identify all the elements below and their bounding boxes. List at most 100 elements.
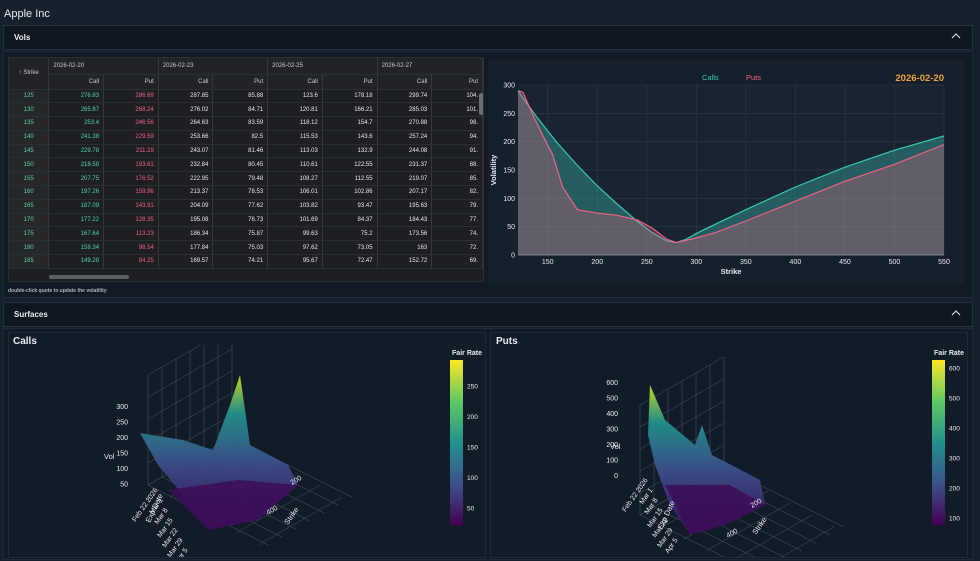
call-vol-cell[interactable]: 253.4 <box>48 116 105 131</box>
put-vol-cell[interactable]: 286.69 <box>103 89 159 104</box>
call-vol-cell[interactable]: 158.34 <box>48 240 105 256</box>
call-vol-cell[interactable]: 163 <box>377 240 433 256</box>
chevron-up-icon[interactable] <box>950 307 962 319</box>
call-vol-cell[interactable]: 103.82 <box>267 199 323 214</box>
put-vol-cell[interactable]: 76.73 <box>212 213 269 228</box>
put-vol-cell[interactable]: 132.9 <box>322 144 378 159</box>
table-row[interactable]: 150 218.58 193.61 232.84 80.45 110.61 122.55 23… <box>9 157 483 173</box>
put-vol-cell[interactable]: 193.61 <box>103 157 159 173</box>
call-vol-cell[interactable]: 232.84 <box>158 157 214 173</box>
call-vol-cell[interactable]: 195.63 <box>377 199 433 214</box>
call-vol-cell[interactable]: 207.17 <box>377 185 433 200</box>
call-vol-cell[interactable]: 287.85 <box>158 89 214 104</box>
vols-section-header[interactable]: Vols <box>3 25 973 50</box>
put-vol-cell[interactable]: 75.03 <box>212 240 269 256</box>
put-vol-cell[interactable]: 143.6 <box>322 130 378 145</box>
put-vol-cell[interactable]: 82. <box>431 185 483 200</box>
call-vol-cell[interactable]: 120.81 <box>267 102 323 118</box>
put-vol-cell[interactable]: 84.37 <box>322 213 378 228</box>
call-vol-cell[interactable]: 219.07 <box>377 171 433 187</box>
horizontal-scrollbar[interactable] <box>49 275 129 279</box>
put-vol-cell[interactable]: 113.23 <box>103 226 159 242</box>
put-vol-cell[interactable]: 112.55 <box>322 171 378 187</box>
put-vol-cell[interactable]: 128.35 <box>103 213 159 228</box>
put-vol-cell[interactable]: 178.18 <box>322 89 378 104</box>
call-vol-cell[interactable]: 99.63 <box>267 226 323 242</box>
put-vol-cell[interactable]: 94. <box>431 130 483 145</box>
put-vol-cell[interactable]: 73.05 <box>322 240 378 256</box>
call-vol-cell[interactable]: 222.95 <box>158 171 214 187</box>
put-vol-cell[interactable]: 69. <box>431 254 483 269</box>
put-vol-cell[interactable]: 229.59 <box>103 130 159 145</box>
put-vol-cell[interactable]: 98. <box>431 116 483 131</box>
put-vol-cell[interactable]: 77.62 <box>212 199 269 214</box>
put-vol-cell[interactable]: 72.47 <box>322 254 378 269</box>
put-vol-cell[interactable]: 143.91 <box>103 199 159 214</box>
table-row[interactable]: 185 149.28 84.25 169.57 74.21 95.67 72.47 152.7… <box>9 254 483 269</box>
call-vol-cell[interactable]: 149.28 <box>48 254 105 269</box>
put-vol-cell[interactable]: 79. <box>431 199 483 214</box>
put-vol-cell[interactable]: 154.7 <box>322 116 378 131</box>
table-row[interactable]: 175 167.64 113.23 186.34 75.87 99.63 75.2 173.5… <box>9 226 483 242</box>
call-vol-cell[interactable]: 167.64 <box>48 226 105 242</box>
put-vol-cell[interactable]: 101. <box>431 102 483 118</box>
table-row[interactable]: 170 177.22 128.35 195.08 76.73 101.69 84.37 184… <box>9 213 483 228</box>
call-vol-cell[interactable]: 231.37 <box>377 157 433 173</box>
call-vol-cell[interactable]: 152.72 <box>377 254 433 269</box>
put-vol-cell[interactable]: 176.52 <box>103 171 159 187</box>
table-row[interactable]: 165 187.09 143.91 204.09 77.62 103.82 93.47 195… <box>9 199 483 214</box>
put-vol-cell[interactable]: 75.87 <box>212 226 269 242</box>
surfaces-section-header[interactable]: Surfaces <box>3 302 973 327</box>
table-row[interactable]: 145 229.78 211.29 243.07 81.46 113.03 132.9 244… <box>9 144 483 159</box>
call-vol-cell[interactable]: 95.67 <box>267 254 323 269</box>
call-vol-cell[interactable]: 177.84 <box>158 240 214 256</box>
call-vol-cell[interactable]: 218.58 <box>48 157 105 173</box>
call-vol-cell[interactable]: 241.38 <box>48 130 105 145</box>
call-vol-cell[interactable]: 101.69 <box>267 213 323 228</box>
put-vol-cell[interactable]: 74. <box>431 226 483 242</box>
call-vol-cell[interactable]: 265.87 <box>48 102 105 118</box>
put-vol-cell[interactable]: 159.96 <box>103 185 159 200</box>
call-vol-cell[interactable]: 244.08 <box>377 144 433 159</box>
call-vol-cell[interactable]: 276.83 <box>48 89 105 104</box>
put-vol-cell[interactable]: 104. <box>431 89 483 104</box>
put-vol-cell[interactable]: 91. <box>431 144 483 159</box>
call-vol-cell[interactable]: 173.56 <box>377 226 433 242</box>
call-vol-cell[interactable]: 276.02 <box>158 102 214 118</box>
call-vol-cell[interactable]: 285.03 <box>377 102 433 118</box>
put-vol-cell[interactable]: 102.86 <box>322 185 378 200</box>
call-vol-cell[interactable]: 97.62 <box>267 240 323 256</box>
put-vol-cell[interactable]: 211.29 <box>103 144 159 159</box>
put-vol-cell[interactable]: 75.2 <box>322 226 378 242</box>
call-vol-cell[interactable]: 243.07 <box>158 144 214 159</box>
put-vol-cell[interactable]: 166.21 <box>322 102 378 118</box>
put-vol-cell[interactable]: 85.88 <box>212 89 269 104</box>
put-vol-cell[interactable]: 246.56 <box>103 116 159 131</box>
put-vol-cell[interactable]: 84.71 <box>212 102 269 118</box>
call-vol-cell[interactable]: 257.24 <box>377 130 433 145</box>
table-row[interactable]: 160 197.26 159.96 213.37 78.53 106.01 102.86 20… <box>9 185 483 200</box>
call-vol-cell[interactable]: 270.88 <box>377 116 433 131</box>
call-vol-cell[interactable]: 177.22 <box>48 213 105 228</box>
call-vol-cell[interactable]: 115.53 <box>267 130 323 145</box>
call-vol-cell[interactable]: 204.09 <box>158 199 214 214</box>
call-vol-cell[interactable]: 207.75 <box>48 171 105 187</box>
table-row[interactable]: 155 207.75 176.52 222.95 79.48 108.27 112.55 21… <box>9 171 483 187</box>
call-vol-cell[interactable]: 253.66 <box>158 130 214 145</box>
table-row[interactable]: 130 265.87 268.24 276.02 84.71 120.81 166.21 28… <box>9 102 483 118</box>
call-vol-cell[interactable]: 110.61 <box>267 157 323 173</box>
call-vol-cell[interactable]: 106.01 <box>267 185 323 200</box>
put-vol-cell[interactable]: 88. <box>431 157 483 173</box>
put-vol-cell[interactable]: 83.59 <box>212 116 269 131</box>
call-vol-cell[interactable]: 184.43 <box>377 213 433 228</box>
call-vol-cell[interactable]: 187.09 <box>48 199 105 214</box>
put-vol-cell[interactable]: 84.25 <box>103 254 159 269</box>
put-vol-cell[interactable]: 93.47 <box>322 199 378 214</box>
table-row[interactable]: 125 276.83 286.69 287.85 85.88 123.6 178.18 299… <box>9 89 483 104</box>
chevron-up-icon[interactable] <box>950 30 962 42</box>
table-row[interactable]: 180 158.34 98.54 177.84 75.03 97.62 73.05 163 72… <box>9 240 483 256</box>
put-vol-cell[interactable]: 77. <box>431 213 483 228</box>
table-row[interactable]: 135 253.4 246.56 264.63 83.59 118.12 154.7 270.… <box>9 116 483 131</box>
call-vol-cell[interactable]: 213.37 <box>158 185 214 200</box>
